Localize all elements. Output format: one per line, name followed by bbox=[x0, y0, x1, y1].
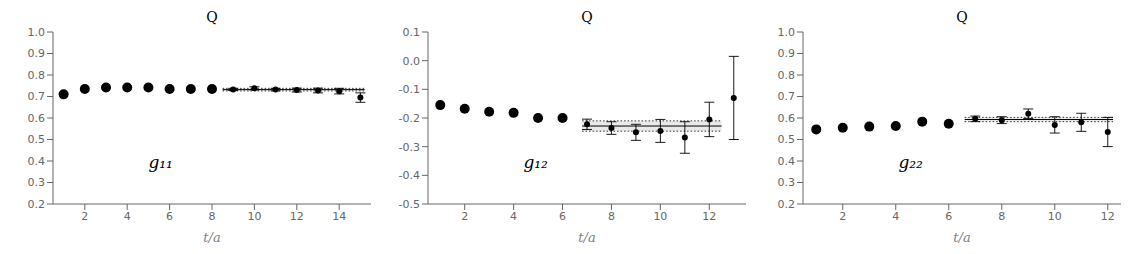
svg-text:4: 4 bbox=[510, 210, 517, 223]
svg-text:0.5: 0.5 bbox=[28, 133, 46, 146]
svg-text:0.7: 0.7 bbox=[28, 90, 46, 103]
svg-text:-0.2: -0.2 bbox=[399, 112, 420, 125]
svg-text:0.0: 0.0 bbox=[403, 55, 421, 68]
html-text:g₁₁: g₁₁ bbox=[148, 152, 173, 172]
svg-text:0.9: 0.9 bbox=[28, 47, 46, 60]
svg-text:14: 14 bbox=[332, 210, 346, 223]
html-text:Q: Q bbox=[956, 9, 968, 25]
svg-text:6: 6 bbox=[166, 210, 173, 223]
svg-text:0.4: 0.4 bbox=[778, 155, 796, 168]
svg-text:0.1: 0.1 bbox=[403, 26, 421, 39]
html-text:g₁₂: g₁₂ bbox=[523, 152, 548, 172]
svg-text:0.6: 0.6 bbox=[778, 112, 796, 125]
svg-text:12: 12 bbox=[1101, 210, 1115, 223]
svg-text:t/a: t/a bbox=[953, 230, 970, 244]
svg-text:10: 10 bbox=[247, 210, 261, 223]
html-text:Q: Q bbox=[581, 9, 593, 25]
svg-text:8: 8 bbox=[209, 210, 216, 223]
svg-text:4: 4 bbox=[124, 210, 131, 223]
svg-text:2: 2 bbox=[461, 210, 468, 223]
svg-text:0.3: 0.3 bbox=[28, 176, 46, 189]
svg-text:0.3: 0.3 bbox=[778, 176, 796, 189]
svg-text:t/a: t/a bbox=[578, 230, 595, 244]
svg-text:6: 6 bbox=[559, 210, 566, 223]
svg-text:0.5: 0.5 bbox=[778, 133, 796, 146]
svg-text:8: 8 bbox=[608, 210, 615, 223]
svg-text:0.8: 0.8 bbox=[28, 69, 46, 82]
svg-text:1.0: 1.0 bbox=[28, 26, 46, 39]
svg-text:-0.4: -0.4 bbox=[399, 169, 420, 182]
svg-text:0.9: 0.9 bbox=[778, 47, 796, 60]
svg-text:12: 12 bbox=[702, 210, 716, 223]
svg-text:4: 4 bbox=[892, 210, 899, 223]
svg-text:8: 8 bbox=[998, 210, 1005, 223]
svg-text:0.4: 0.4 bbox=[28, 155, 46, 168]
html-text:g₂₂: g₂₂ bbox=[898, 152, 923, 172]
svg-text:t/a: t/a bbox=[203, 230, 220, 244]
svg-text:10: 10 bbox=[653, 210, 667, 223]
svg-text:-0.5: -0.5 bbox=[399, 198, 420, 211]
svg-text:0.2: 0.2 bbox=[778, 198, 796, 211]
svg-text:10: 10 bbox=[1048, 210, 1062, 223]
svg-text:0.7: 0.7 bbox=[778, 90, 796, 103]
svg-text:-0.3: -0.3 bbox=[399, 141, 420, 154]
svg-text:0.2: 0.2 bbox=[28, 198, 46, 211]
svg-text:0.6: 0.6 bbox=[28, 112, 46, 125]
svg-text:1.0: 1.0 bbox=[778, 26, 796, 39]
svg-text:6: 6 bbox=[945, 210, 952, 223]
svg-text:-0.1: -0.1 bbox=[399, 83, 420, 96]
svg-text:0.8: 0.8 bbox=[778, 69, 796, 82]
svg-text:12: 12 bbox=[290, 210, 304, 223]
svg-text:2: 2 bbox=[839, 210, 846, 223]
svg-text:2: 2 bbox=[81, 210, 88, 223]
html-text:Q: Q bbox=[206, 9, 218, 25]
